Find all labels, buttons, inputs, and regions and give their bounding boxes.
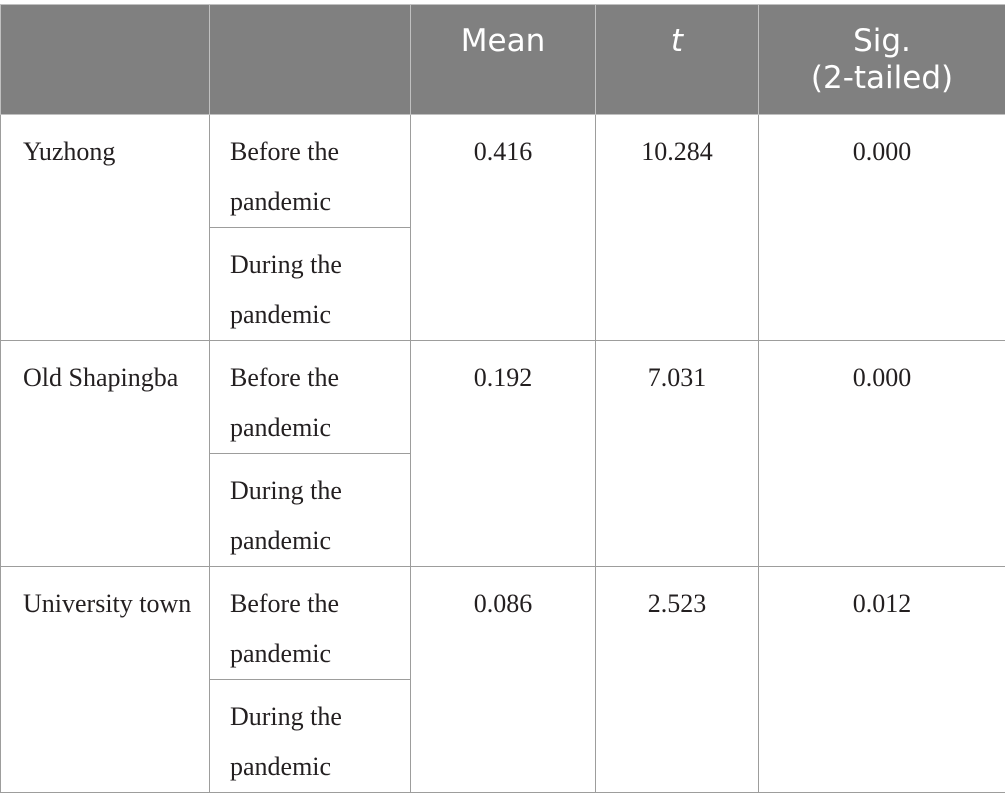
header-t: t [595, 4, 759, 115]
header-row: Mean t Sig. (2-tailed) [0, 4, 1005, 115]
group-cell: Yuzhong [0, 114, 210, 341]
table-row: Yuzhong Before the pandemic 0.416 10.284… [0, 114, 1005, 341]
sig-cell: 0.012 [758, 566, 1005, 793]
period-during-cell: During the pandemic [209, 453, 411, 567]
header-mean: Mean [410, 4, 596, 115]
header-sig-label: Sig. [853, 23, 911, 59]
table-row: During the pandemic [1, 679, 1005, 793]
t-cell: 2.523 [595, 566, 759, 793]
period-before-cell: Before the pandemic [209, 114, 411, 228]
header-sig-sublabel: (2-tailed) [810, 60, 954, 96]
period-before-cell: Before the pandemic [209, 566, 411, 680]
header-blank-1 [0, 4, 210, 115]
t-cell: 10.284 [595, 114, 759, 341]
table-row: During the pandemic [1, 227, 1005, 341]
period-during-cell: During the pandemic [209, 679, 411, 793]
statistics-table: Mean t Sig. (2-tailed) Yuzhong Before th… [0, 4, 1005, 793]
table-row: University town Before the pandemic 0.08… [0, 566, 1005, 793]
period-before-cell: Before the pandemic [209, 340, 411, 454]
group-cell: Old Shapingba [0, 340, 210, 567]
period-during-cell: During the pandemic [209, 227, 411, 341]
header-blank-2 [209, 4, 411, 115]
mean-cell: 0.086 [410, 566, 596, 793]
sig-cell: 0.000 [758, 340, 1005, 567]
sig-cell: 0.000 [758, 114, 1005, 341]
header-sig: Sig. (2-tailed) [758, 4, 1005, 115]
group-cell: University town [0, 566, 210, 793]
header-t-label: t [670, 23, 684, 59]
mean-cell: 0.416 [410, 114, 596, 341]
mean-cell: 0.192 [410, 340, 596, 567]
t-cell: 7.031 [595, 340, 759, 567]
table-row: Old Shapingba Before the pandemic 0.192 … [0, 340, 1005, 567]
